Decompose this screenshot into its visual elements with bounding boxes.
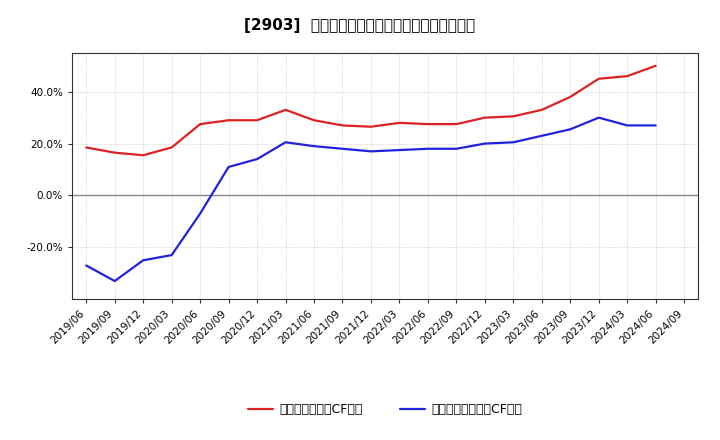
有利子負債営業CF比率	[452, 121, 461, 127]
有利子負債フリーCF比率	[167, 253, 176, 258]
有利子負債営業CF比率	[196, 121, 204, 127]
有利子負債営業CF比率	[595, 76, 603, 81]
有利子負債営業CF比率	[167, 145, 176, 150]
有利子負債フリーCF比率	[395, 147, 404, 153]
有利子負債フリーCF比率	[282, 139, 290, 145]
有利子負債営業CF比率	[480, 115, 489, 120]
有利子負債営業CF比率	[310, 117, 318, 123]
有利子負債フリーCF比率	[452, 146, 461, 151]
有利子負債フリーCF比率	[595, 115, 603, 120]
Line: 有利子負債フリーCF比率: 有利子負債フリーCF比率	[86, 117, 656, 281]
有利子負債フリーCF比率	[82, 263, 91, 268]
有利子負債フリーCF比率	[366, 149, 375, 154]
有利子負債営業CF比率	[253, 117, 261, 123]
有利子負債フリーCF比率	[537, 133, 546, 139]
有利子負債営業CF比率	[110, 150, 119, 155]
有利子負債営業CF比率	[282, 107, 290, 113]
有利子負債営業CF比率	[139, 153, 148, 158]
有利子負債フリーCF比率	[253, 157, 261, 162]
有利子負債営業CF比率	[509, 114, 518, 119]
有利子負債営業CF比率	[225, 117, 233, 123]
Legend: 有利子負債営業CF比率, 有利子負債フリーCF比率: 有利子負債営業CF比率, 有利子負債フリーCF比率	[243, 398, 527, 421]
有利子負債営業CF比率	[395, 120, 404, 125]
Text: [2903]  有利子負債キャッシュフロー比率の推移: [2903] 有利子負債キャッシュフロー比率の推移	[244, 18, 476, 33]
Line: 有利子負債営業CF比率: 有利子負債営業CF比率	[86, 66, 656, 155]
有利子負債フリーCF比率	[310, 143, 318, 149]
有利子負債営業CF比率	[566, 94, 575, 99]
有利子負債フリーCF比率	[509, 139, 518, 145]
有利子負債フリーCF比率	[225, 164, 233, 169]
有利子負債営業CF比率	[423, 121, 432, 127]
有利子負債フリーCF比率	[652, 123, 660, 128]
有利子負債フリーCF比率	[196, 211, 204, 216]
有利子負債フリーCF比率	[480, 141, 489, 146]
有利子負債営業CF比率	[537, 107, 546, 113]
有利子負債フリーCF比率	[423, 146, 432, 151]
有利子負債営業CF比率	[82, 145, 91, 150]
有利子負債フリーCF比率	[623, 123, 631, 128]
有利子負債営業CF比率	[652, 63, 660, 68]
有利子負債フリーCF比率	[338, 146, 347, 151]
有利子負債営業CF比率	[366, 124, 375, 129]
有利子負債フリーCF比率	[139, 258, 148, 263]
有利子負債営業CF比率	[338, 123, 347, 128]
有利子負債フリーCF比率	[110, 279, 119, 284]
有利子負債フリーCF比率	[566, 127, 575, 132]
有利子負債営業CF比率	[623, 73, 631, 79]
